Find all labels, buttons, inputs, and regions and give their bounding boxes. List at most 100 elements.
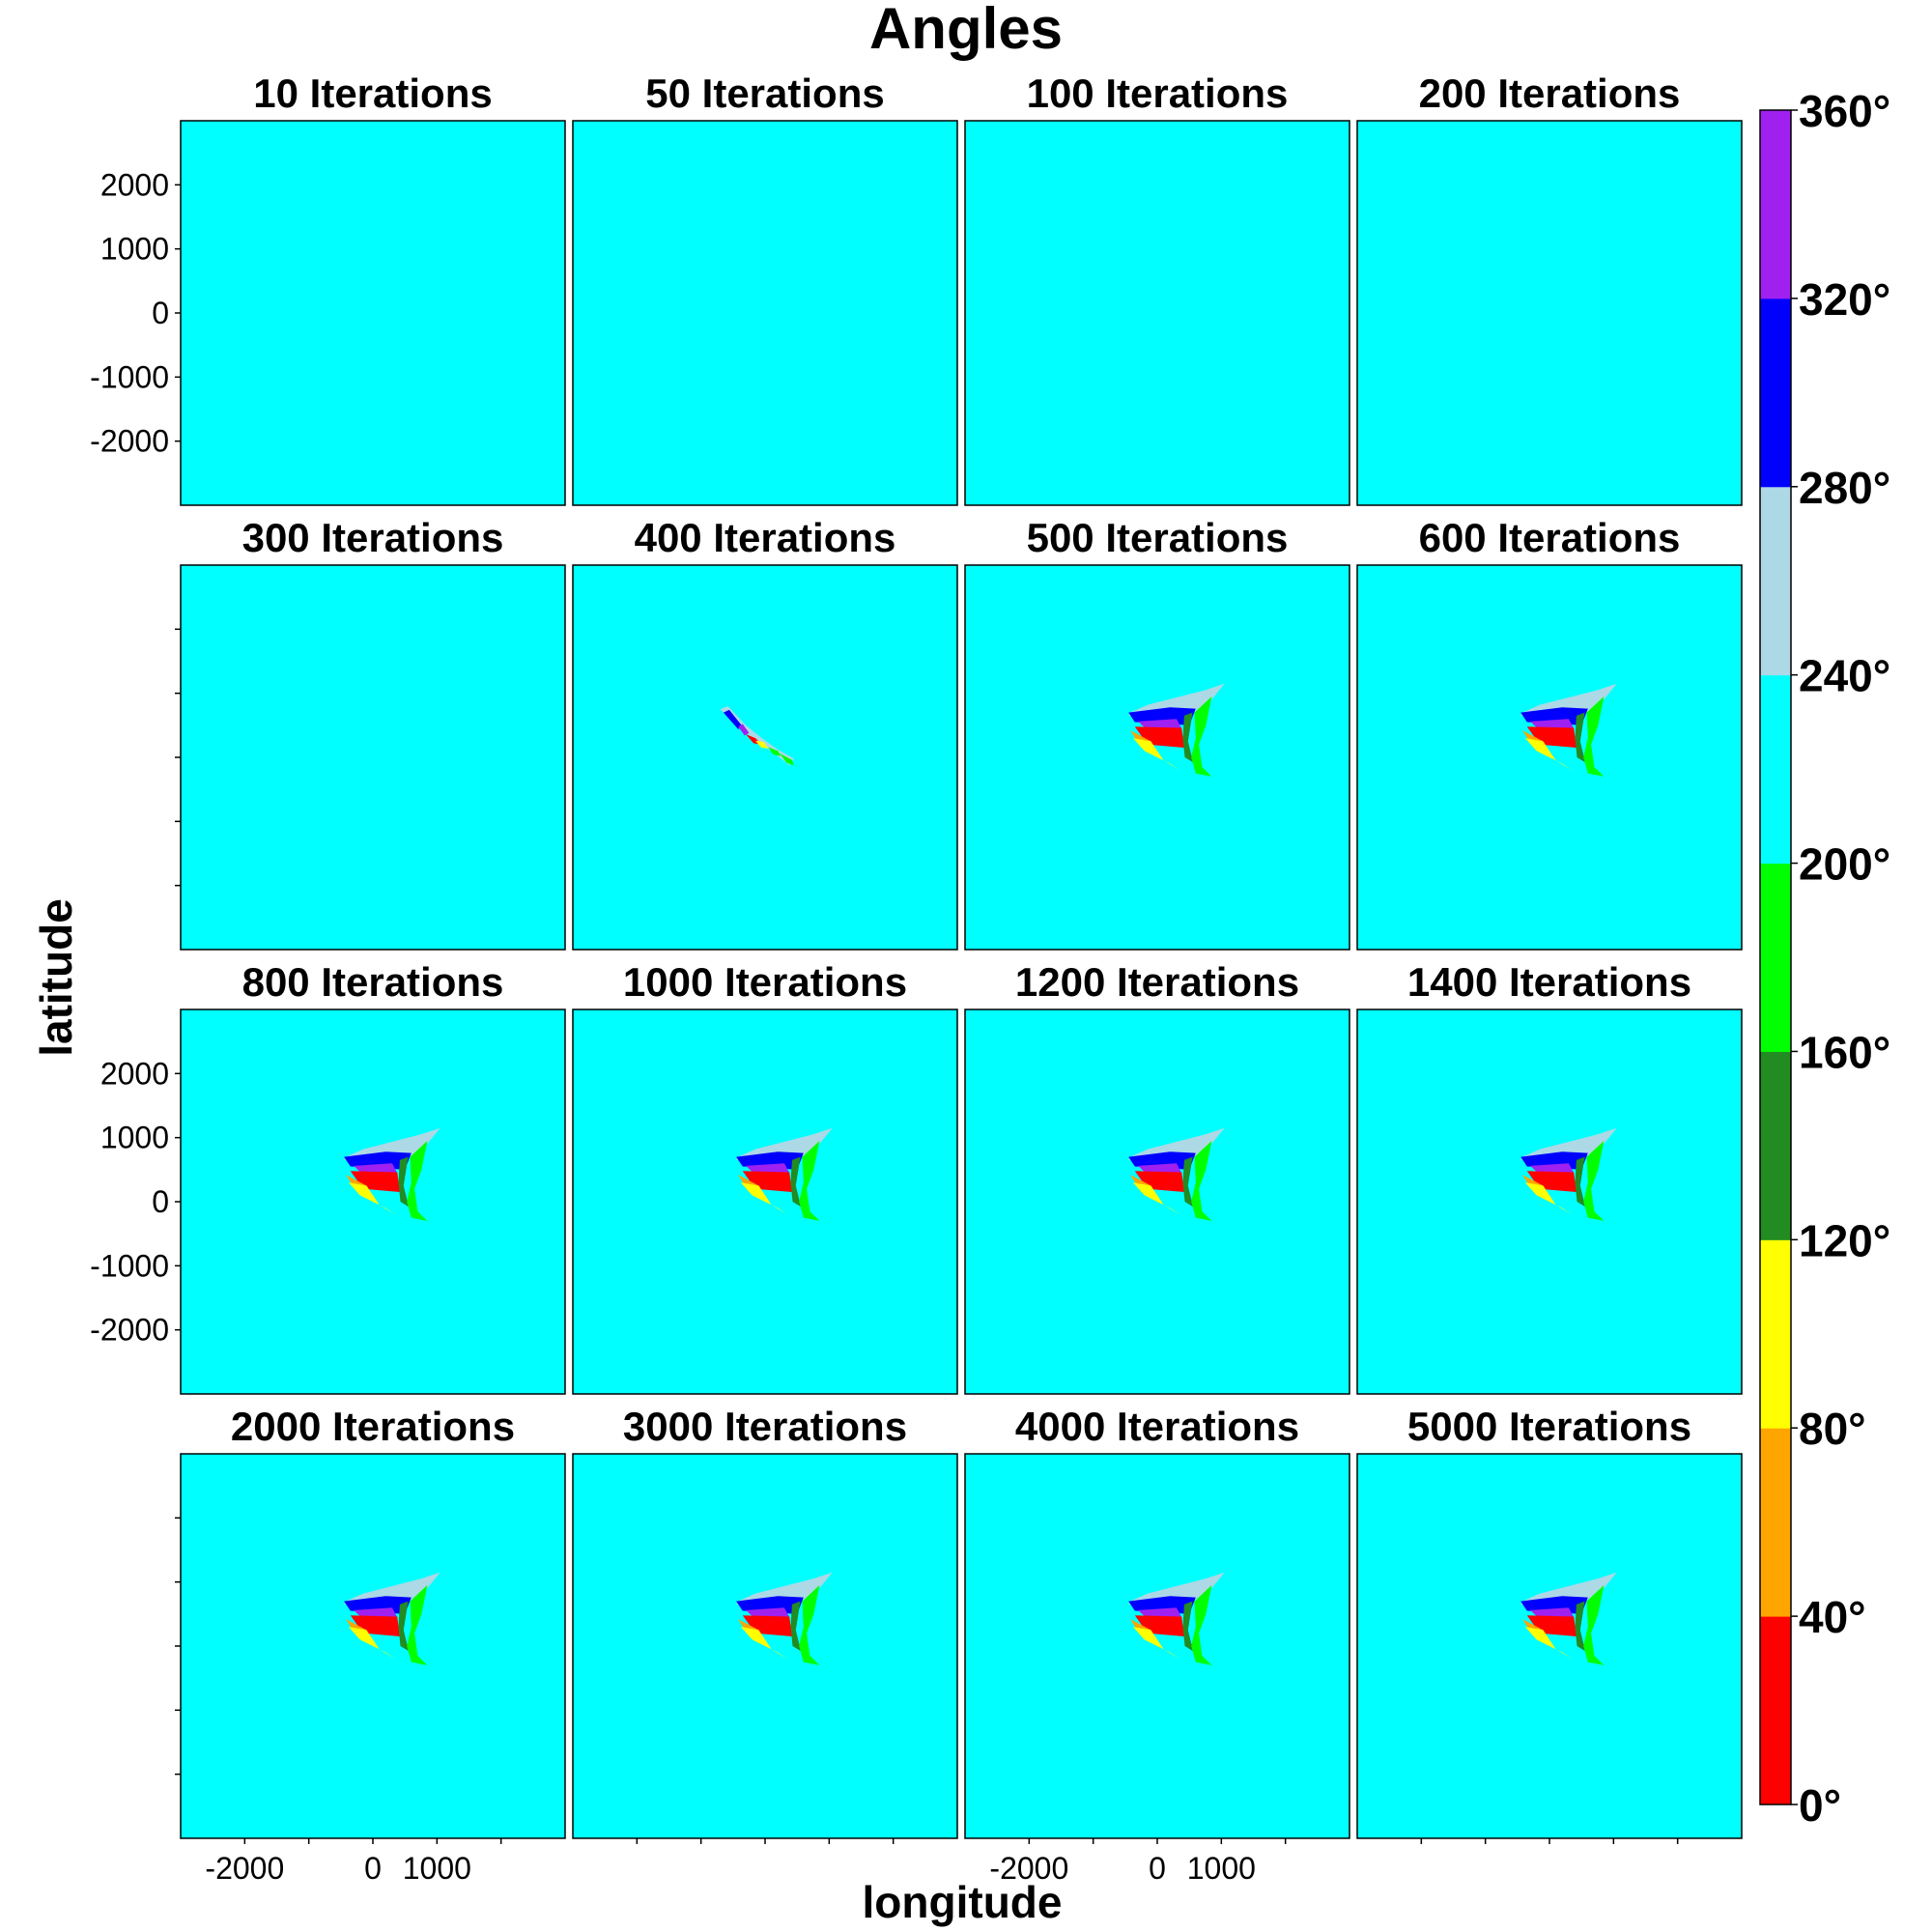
panel-title: 1000 Iterations	[623, 959, 907, 1005]
panel-background	[180, 120, 566, 506]
region-darkgreen	[398, 1601, 410, 1652]
panel: 1400 Iterations	[1356, 959, 1743, 1395]
y-tick-label: 2000	[100, 1056, 169, 1091]
colorbar-tick-label: 240°	[1799, 651, 1890, 701]
colorbar-tick-label: 360°	[1799, 86, 1890, 136]
region-green	[1583, 1585, 1605, 1665]
region-yellow	[348, 1182, 396, 1215]
colorbar-tick-label: 200°	[1799, 839, 1890, 890]
region-darkgreen	[1182, 712, 1194, 763]
x-tick-label: 0	[1149, 1851, 1166, 1886]
region-darkgreen	[1575, 1156, 1586, 1208]
region-blue	[344, 1596, 412, 1614]
y-tick-label: -2000	[90, 424, 169, 459]
region-darkgreen	[1575, 712, 1586, 763]
panel-background	[964, 120, 1350, 506]
colorbar-band	[1760, 1051, 1791, 1240]
y-axis-label: latitude	[31, 898, 81, 1057]
colorbar-band	[1760, 110, 1791, 299]
panel-title: 2000 Iterations	[231, 1404, 515, 1449]
panel: 200 Iterations	[1356, 71, 1743, 506]
y-tick-label: -2000	[90, 1313, 169, 1348]
colorbar-tick-label: 320°	[1799, 274, 1890, 325]
x-tick-label: -2000	[989, 1851, 1068, 1886]
region-yellow	[1524, 1182, 1573, 1215]
panel: 500 Iterations	[964, 515, 1350, 951]
panel: 3000 Iterations	[572, 1404, 958, 1844]
colorbar-tick-label: 280°	[1799, 463, 1890, 513]
region-green	[799, 1585, 820, 1665]
colorbar-band	[1760, 863, 1791, 1052]
y-tick-label: 1000	[100, 1121, 169, 1155]
region-green	[780, 753, 794, 766]
x-tick-label: 1000	[1187, 1851, 1256, 1886]
region-blue	[1520, 1151, 1588, 1170]
region-darkgreen	[790, 1156, 802, 1208]
region-blue	[1128, 707, 1196, 725]
panel: 1200 Iterations	[964, 959, 1350, 1395]
region-green	[1583, 1141, 1605, 1221]
region-yellow	[740, 1627, 788, 1660]
x-tick-label: -2000	[205, 1851, 284, 1886]
panel: 10 Iterations 2000 1000 0 -1000 -2000	[90, 71, 566, 506]
y-tick-label: 0	[152, 296, 169, 330]
region-blue	[344, 1151, 412, 1170]
region-darkgreen	[790, 1601, 802, 1652]
panel-title: 1400 Iterations	[1407, 959, 1691, 1005]
colorbar-tick-label: 80°	[1799, 1404, 1866, 1454]
colorbar-band	[1760, 1616, 1791, 1805]
panel-background	[572, 564, 958, 951]
region-green	[1583, 696, 1605, 777]
region-blue	[1520, 1596, 1588, 1614]
panel-background	[1356, 120, 1743, 506]
region-green	[799, 1141, 820, 1221]
colorbar-band	[1760, 1428, 1791, 1617]
panel-title: 200 Iterations	[1419, 71, 1681, 116]
region-darkgreen	[1182, 1601, 1194, 1652]
x-tick-label: 1000	[403, 1851, 471, 1886]
colorbar-tick-label: 160°	[1799, 1027, 1890, 1077]
region-yellow	[1132, 1182, 1180, 1215]
panel: 100 Iterations	[964, 71, 1350, 506]
colorbar-band	[1760, 1239, 1791, 1429]
panel-title: 10 Iterations	[253, 71, 492, 116]
region-blue	[1128, 1151, 1196, 1170]
panel-title: 400 Iterations	[635, 515, 896, 560]
panel-grid: 10 Iterations 2000 1000 0 -1000 -2000 50 Itera…	[90, 71, 1743, 1886]
region-green	[407, 1141, 428, 1221]
region-blue	[736, 1596, 804, 1614]
region-green	[1191, 1585, 1212, 1665]
x-axis-label: longitude	[863, 1877, 1063, 1927]
y-tick-label: -1000	[90, 1248, 169, 1283]
region-darkgreen	[1575, 1601, 1586, 1652]
colorbar-tick-label: 40°	[1799, 1592, 1866, 1642]
panel-background	[180, 564, 566, 951]
colorbar-band	[1760, 674, 1791, 865]
region-yellow	[1132, 738, 1180, 771]
y-tick-label: 1000	[100, 232, 169, 267]
region-yellow	[1132, 1627, 1180, 1660]
region-yellow	[348, 1627, 396, 1660]
panel: 600 Iterations	[1356, 515, 1743, 951]
panel-title: 4000 Iterations	[1015, 1404, 1299, 1449]
panel: 50 Iterations	[572, 71, 958, 506]
panel: 5000 Iterations	[1356, 1404, 1743, 1844]
panel-title: 5000 Iterations	[1407, 1404, 1691, 1449]
region-blue	[723, 709, 743, 729]
colorbar-frame	[1759, 109, 1792, 1805]
region-green	[768, 747, 781, 756]
region-green	[407, 1585, 428, 1665]
region-darkgreen	[398, 1156, 410, 1208]
panel-title: 1200 Iterations	[1015, 959, 1299, 1005]
region-blue	[1520, 707, 1588, 725]
panel: 4000 Iterations -2000 0 1000	[964, 1404, 1350, 1886]
colorbar-tick-label: 120°	[1799, 1215, 1890, 1265]
panel-title: 600 Iterations	[1419, 515, 1681, 560]
panel-title: 100 Iterations	[1027, 71, 1289, 116]
panel: 2000 Iterations -2000 0 1000	[175, 1404, 566, 1886]
panel-title: 800 Iterations	[242, 959, 504, 1005]
region-yellow	[1524, 738, 1573, 771]
y-tick-label: 2000	[100, 167, 169, 202]
region-darkgreen	[1182, 1156, 1194, 1208]
